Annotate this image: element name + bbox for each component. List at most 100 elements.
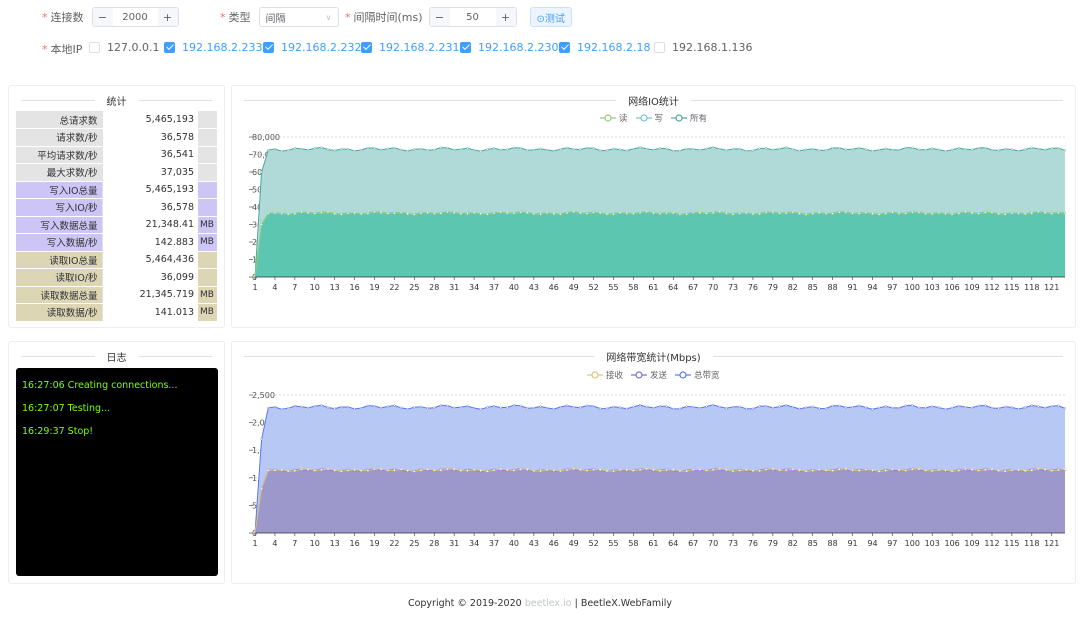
data-point [911, 211, 914, 214]
data-point [1024, 212, 1027, 215]
legend-item[interactable]: 总带宽 [675, 369, 720, 381]
data-point [446, 404, 449, 407]
data-point [519, 211, 522, 214]
data-point [459, 212, 462, 215]
data-point [353, 211, 356, 214]
data-point [884, 405, 887, 408]
connections-input[interactable]: 2000 [122, 11, 148, 23]
checkbox[interactable] [654, 42, 665, 53]
ip-checkbox-item[interactable]: 192.168.2.18 [559, 41, 650, 54]
x-tick-label: 46 [549, 283, 559, 292]
data-point [685, 405, 688, 408]
ip-checkbox-item[interactable]: 192.168.2.231 [361, 41, 459, 54]
x-tick-label: 70 [708, 283, 718, 292]
ip-checkbox-item[interactable]: 192.168.2.230 [460, 41, 558, 54]
data-point [492, 212, 496, 215]
data-point [705, 469, 708, 472]
x-tick-label: 61 [648, 539, 658, 548]
data-point [997, 212, 1000, 215]
checkbox[interactable] [164, 42, 175, 53]
increment-button[interactable]: + [157, 8, 178, 26]
data-point [871, 150, 874, 153]
brand-link[interactable]: beetlex.io [524, 598, 572, 609]
interval-stepper[interactable]: − 50 + [428, 7, 517, 27]
stats-row: 平均请求数/秒 36,541 [16, 146, 217, 164]
data-point [280, 211, 283, 215]
type-select[interactable]: 间隔 ∨ [258, 7, 339, 27]
data-point [632, 212, 635, 215]
checkbox[interactable] [559, 42, 570, 53]
data-point [599, 407, 602, 410]
data-point [479, 212, 482, 215]
data-point [373, 210, 376, 214]
x-tick-label: 19 [369, 539, 379, 548]
data-point [997, 149, 1000, 152]
data-point [526, 468, 529, 471]
data-point [924, 212, 927, 215]
ip-checkbox-item[interactable]: 127.0.0.1 [89, 41, 159, 54]
data-point [1050, 212, 1053, 215]
data-point [1024, 469, 1027, 472]
data-point [639, 404, 642, 407]
x-tick-label: 25 [409, 539, 419, 548]
increment-button[interactable]: + [495, 8, 516, 26]
interval-input[interactable]: 50 [466, 11, 479, 23]
stat-unit [198, 128, 217, 147]
data-point [725, 211, 728, 214]
data-point [1004, 213, 1007, 216]
legend-item[interactable]: 发送 [631, 369, 667, 381]
data-point [519, 468, 522, 471]
legend-label: 接收 [606, 371, 624, 381]
x-tick-label: 100 [905, 283, 920, 292]
test-button[interactable]: ⊙测试 [529, 7, 572, 27]
data-point [486, 148, 489, 151]
checkbox[interactable] [89, 42, 100, 53]
legend-item[interactable]: 写 [635, 112, 663, 124]
data-point [970, 211, 974, 214]
x-tick-label: 97 [887, 283, 897, 292]
data-point [393, 146, 396, 149]
stat-label: 写入数据/秒 [16, 233, 102, 252]
stat-label: 读取数据/秒 [16, 303, 102, 322]
data-point [632, 405, 635, 408]
x-tick-label: 67 [688, 539, 698, 548]
ip-checkbox-item[interactable]: 192.168.2.232 [263, 41, 361, 54]
stat-value: 5,465,193 [101, 181, 198, 199]
legend-item[interactable]: 读 [600, 112, 628, 124]
data-point [698, 407, 701, 410]
data-point [957, 212, 960, 215]
data-point [1043, 148, 1047, 151]
data-point [891, 211, 894, 214]
stat-unit [198, 268, 217, 287]
legend-item[interactable]: 所有 [671, 112, 707, 124]
interval-field: * 间隔时间(ms) − 50 + ⊙测试 [345, 7, 572, 27]
data-point [632, 147, 635, 150]
checkbox[interactable] [361, 42, 372, 53]
data-point [380, 406, 383, 409]
data-point [446, 146, 449, 150]
data-point [705, 212, 708, 215]
data-point [333, 212, 336, 215]
data-point [386, 147, 389, 150]
data-point [326, 210, 330, 214]
stat-value: 142.883 [101, 233, 198, 252]
data-point [858, 212, 861, 215]
x-tick-label: 1 [252, 283, 257, 292]
ip-checkbox-item[interactable]: 192.168.1.136 [654, 41, 752, 54]
legend-item[interactable]: 接收 [587, 369, 623, 381]
data-point [306, 148, 310, 151]
decrement-button[interactable]: − [429, 8, 450, 26]
connections-stepper[interactable]: − 2000 + [91, 7, 179, 27]
checkbox[interactable] [460, 42, 471, 53]
ip-checkbox-item[interactable]: 192.168.2.233 [164, 41, 262, 54]
data-point [585, 404, 589, 407]
checkbox[interactable] [263, 42, 274, 53]
x-tick-label: 115 [1004, 283, 1019, 292]
interval-label: 间隔时间(ms) [353, 11, 423, 24]
data-point [731, 405, 735, 408]
data-point [1037, 405, 1040, 408]
data-point [917, 467, 920, 471]
x-tick-label: 37 [489, 283, 499, 292]
decrement-button[interactable]: − [92, 8, 113, 26]
data-point [612, 213, 615, 216]
